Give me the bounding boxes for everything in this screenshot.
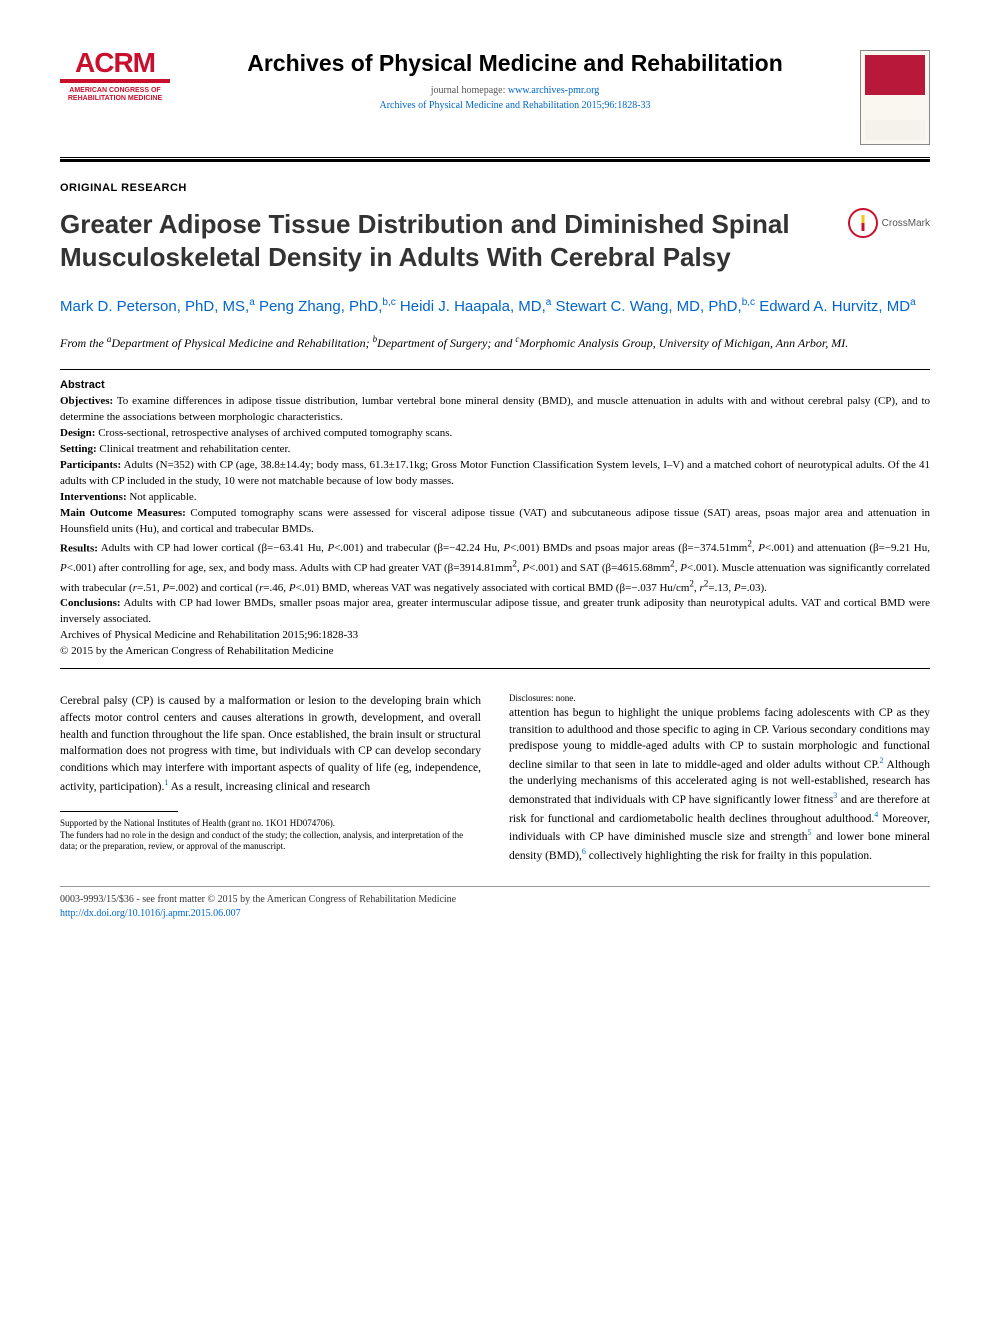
abstract-interventions: Interventions: Not applicable. [60,490,930,506]
page: ACRM AMERICAN CONGRESS OF REHABILITATION… [0,0,990,961]
funding-line-1: Supported by the National Institutes of … [60,818,481,830]
journal-cover-thumbnail [860,50,930,145]
abstract-design: Design: Cross-sectional, retrospective a… [60,426,930,442]
abstract-participants: Participants: Adults (N=352) with CP (ag… [60,458,930,490]
article-title: Greater Adipose Tissue Distribution and … [60,208,828,273]
body-paragraph-2: attention has begun to highlight the uni… [509,705,930,864]
objectives-text: To examine differences in adipose tissue… [60,395,930,423]
journal-header-row: ACRM AMERICAN CONGRESS OF REHABILITATION… [60,50,930,157]
funding-rule [60,811,178,812]
header-citation: Archives of Physical Medicine and Rehabi… [190,100,840,111]
abstract-setting: Setting: Clinical treatment and rehabili… [60,442,930,458]
participants-text: Adults (N=352) with CP (age, 38.8±14.4y;… [60,459,930,487]
abstract-outcomes: Main Outcome Measures: Computed tomograp… [60,506,930,538]
body-columns: Cerebral palsy (CP) is caused by a malfo… [60,693,930,864]
journal-homepage: journal homepage: www.archives-pmr.org [190,85,840,96]
acrm-logo: ACRM AMERICAN CONGRESS OF REHABILITATION… [60,50,170,103]
abstract-results: Results: Adults with CP had lower cortic… [60,538,930,597]
design-text: Cross-sectional, retrospective analyses … [95,427,452,439]
results-label: Results: [60,542,98,554]
crossmark-label: CrossMark [882,218,930,229]
interventions-label: Interventions: [60,491,127,503]
front-matter: 0003-9993/15/$36 - see front matter © 20… [60,893,930,907]
abstract-copyright: © 2015 by the American Congress of Rehab… [60,644,930,660]
abstract-heading: Abstract [60,378,930,394]
funding-line-3: Disclosures: none. [509,693,930,705]
logo-subtitle-1: AMERICAN CONGRESS OF [60,87,170,95]
crossmark-widget[interactable]: CrossMark [848,208,930,238]
results-text: Adults with CP had lower cortical (β=−63… [60,542,930,593]
conclusions-text: Adults with CP had lower BMDs, smaller p… [60,597,930,625]
journal-title: Archives of Physical Medicine and Rehabi… [190,50,840,77]
author-list: Mark D. Peterson, PhD, MS,a Peng Zhang, … [60,295,930,319]
outcomes-text: Computed tomography scans were assessed … [60,507,930,535]
homepage-label: journal homepage: [431,85,508,96]
abstract-rule-bottom [60,668,930,669]
doi-link[interactable]: http://dx.doi.org/10.1016/j.apmr.2015.06… [60,908,241,919]
header-rule-thick [60,159,930,162]
abstract: Abstract Objectives: To examine differen… [60,370,930,668]
outcomes-label: Main Outcome Measures: [60,507,186,519]
setting-text: Clinical treatment and rehabilitation ce… [97,443,291,455]
design-label: Design: [60,427,95,439]
page-footer: 0003-9993/15/$36 - see front matter © 20… [60,893,930,921]
header-rule-thin [60,157,930,158]
homepage-link[interactable]: www.archives-pmr.org [508,85,599,96]
footer-rule [60,886,930,887]
title-row: Greater Adipose Tissue Distribution and … [60,208,930,273]
abstract-conclusions: Conclusions: Adults with CP had lower BM… [60,596,930,628]
logo-bar [60,79,170,83]
logo-subtitle-2: REHABILITATION MEDICINE [60,95,170,103]
abstract-objectives: Objectives: To examine differences in ad… [60,394,930,426]
abstract-footer-citation: Archives of Physical Medicine and Rehabi… [60,628,930,644]
crossmark-icon [848,208,878,238]
journal-header: Archives of Physical Medicine and Rehabi… [190,50,840,111]
article-type: ORIGINAL RESEARCH [60,182,930,194]
funding-line-2: The funders had no role in the design an… [60,830,481,853]
conclusions-label: Conclusions: [60,597,121,609]
body-paragraph-1: Cerebral palsy (CP) is caused by a malfo… [60,693,481,795]
setting-label: Setting: [60,443,97,455]
objectives-label: Objectives: [60,395,113,407]
participants-label: Participants: [60,459,121,471]
affiliations: From the aDepartment of Physical Medicin… [60,333,930,352]
logo-mark: ACRM [60,50,170,75]
interventions-text: Not applicable. [127,491,197,503]
